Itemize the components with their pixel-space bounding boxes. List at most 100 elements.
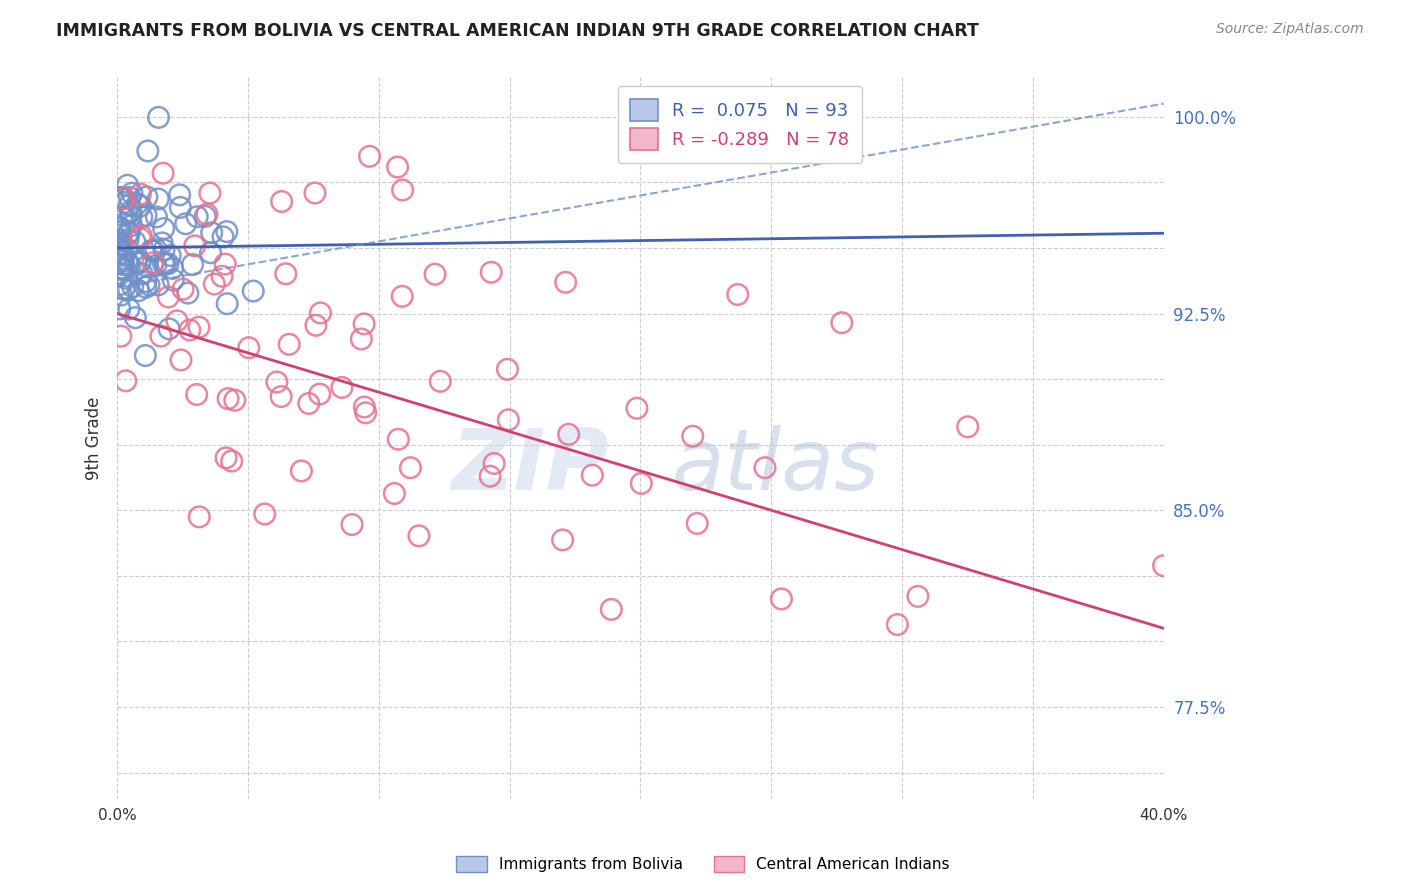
Point: [174, 217, 197, 231]
Point: [221, 454, 243, 468]
Point: [157, 290, 180, 304]
Point: [270, 194, 292, 209]
Point: [554, 275, 576, 289]
Point: [134, 349, 156, 363]
Point: [266, 375, 288, 389]
Point: [330, 380, 353, 394]
Point: [391, 289, 413, 303]
Point: [149, 329, 172, 343]
Point: [129, 199, 152, 213]
Point: [162, 261, 184, 276]
Point: [117, 233, 139, 247]
Point: [170, 353, 193, 368]
Text: atlas: atlas: [672, 425, 880, 508]
Point: [408, 529, 430, 543]
Text: Source: ZipAtlas.com: Source: ZipAtlas.com: [1216, 22, 1364, 37]
Point: [754, 460, 776, 475]
Point: [202, 277, 225, 291]
Legend: Immigrants from Bolivia, Central American Indians: Immigrants from Bolivia, Central America…: [449, 848, 957, 880]
Point: [298, 396, 321, 410]
Point: [224, 393, 246, 408]
Point: [155, 257, 177, 271]
Point: [682, 429, 704, 443]
Point: [112, 262, 135, 277]
Point: [479, 265, 502, 279]
Point: [215, 450, 238, 465]
Point: [128, 256, 150, 270]
Point: [354, 406, 377, 420]
Point: [118, 258, 141, 272]
Legend: R =  0.075   N = 93, R = -0.289   N = 78: R = 0.075 N = 93, R = -0.289 N = 78: [617, 87, 862, 163]
Point: [166, 314, 188, 328]
Point: [179, 323, 201, 337]
Point: [153, 243, 176, 257]
Point: [108, 301, 131, 316]
Point: [159, 248, 181, 262]
Point: [384, 486, 406, 500]
Point: [186, 387, 208, 401]
Point: [350, 332, 373, 346]
Point: [429, 374, 451, 388]
Point: [129, 254, 152, 268]
Point: [121, 219, 143, 233]
Point: [138, 277, 160, 292]
Point: [308, 387, 330, 401]
Point: [111, 245, 134, 260]
Point: [142, 244, 165, 259]
Point: [108, 191, 131, 205]
Point: [145, 210, 167, 224]
Point: [274, 267, 297, 281]
Point: [770, 591, 793, 606]
Point: [111, 248, 134, 262]
Point: [907, 590, 929, 604]
Point: [127, 196, 149, 211]
Point: [115, 243, 138, 257]
Point: [630, 476, 652, 491]
Point: [340, 517, 363, 532]
Point: [108, 242, 131, 256]
Point: [118, 301, 141, 316]
Point: [148, 192, 170, 206]
Point: [727, 287, 749, 301]
Point: [124, 310, 146, 325]
Point: [128, 284, 150, 298]
Point: [184, 239, 207, 253]
Point: [195, 207, 218, 221]
Point: [169, 187, 191, 202]
Point: [108, 267, 131, 281]
Point: [278, 337, 301, 351]
Point: [387, 432, 409, 446]
Point: [108, 228, 131, 243]
Point: [136, 144, 159, 158]
Point: [145, 243, 167, 257]
Point: [108, 220, 131, 235]
Point: [135, 275, 157, 289]
Point: [217, 297, 239, 311]
Point: [125, 255, 148, 269]
Point: [581, 468, 603, 483]
Point: [120, 209, 142, 223]
Point: [148, 277, 170, 292]
Point: [120, 204, 142, 219]
Point: [115, 271, 138, 285]
Point: [108, 224, 131, 238]
Point: [114, 216, 136, 230]
Point: [169, 201, 191, 215]
Point: [305, 318, 328, 333]
Point: [135, 209, 157, 223]
Point: [423, 267, 446, 281]
Point: [353, 317, 375, 331]
Point: [270, 390, 292, 404]
Point: [181, 258, 204, 272]
Point: [359, 149, 381, 163]
Point: [112, 254, 135, 268]
Point: [600, 602, 623, 616]
Point: [117, 258, 139, 272]
Point: [117, 226, 139, 240]
Point: [148, 111, 170, 125]
Point: [121, 279, 143, 293]
Point: [831, 316, 853, 330]
Y-axis label: 9th Grade: 9th Grade: [86, 396, 103, 480]
Point: [131, 210, 153, 224]
Point: [217, 392, 239, 406]
